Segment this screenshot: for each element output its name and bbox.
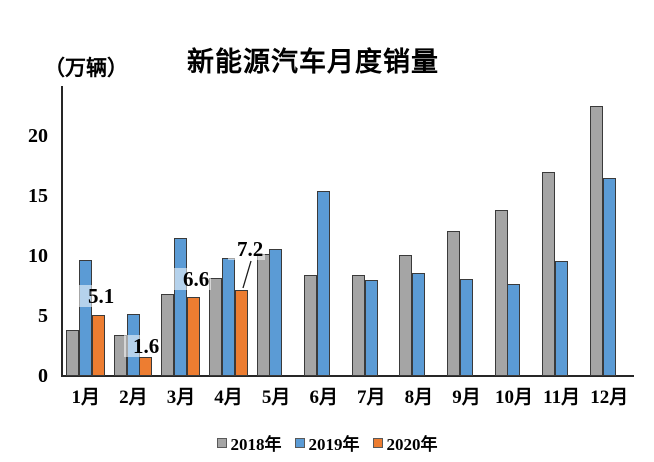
legend-swatch-icon (372, 437, 383, 448)
x-tick-label: 1月 (71, 387, 101, 408)
legend-item-2018年: 2018年 (216, 430, 282, 455)
data-label-2020-3月: 6.6 (174, 268, 212, 290)
legend-item-2020年: 2020年 (372, 430, 438, 455)
bar-2018年-7月 (352, 275, 365, 376)
legend: 2018年 2019年 2020年 (0, 430, 654, 455)
bar-2019年-10月 (507, 284, 520, 376)
x-tick-label: 9月 (452, 387, 481, 408)
bar-2020年-4月 (235, 290, 248, 376)
data-label-2020-1月: 5.1 (79, 285, 117, 307)
bar-2018年-11月 (542, 172, 555, 376)
x-tick-label: 3月 (166, 387, 196, 408)
x-tick-label: 10月 (495, 387, 534, 408)
x-tick-label: 8月 (404, 387, 434, 408)
bar-2018年-4月 (209, 278, 222, 376)
x-tick-label: 2月 (119, 387, 148, 408)
bar-2018年-6月 (304, 275, 317, 376)
legend-swatch-icon (294, 437, 305, 448)
bar-2020年-1月 (92, 315, 105, 376)
bar-2019年-9月 (460, 279, 473, 376)
legend-item-2019年: 2019年 (294, 430, 360, 455)
legend-label: 2020年 (386, 435, 438, 454)
data-label-2020-2月: 1.6 (124, 335, 162, 357)
bar-2019年-8月 (412, 273, 425, 376)
x-tick-label: 12月 (590, 387, 629, 408)
bar-2019年-3月 (174, 238, 187, 376)
y-axis-unit-label: （万辆） (44, 56, 128, 80)
bar-2018年-8月 (399, 255, 412, 376)
x-tick-label: 7月 (357, 387, 386, 408)
legend-swatch-icon (216, 437, 227, 448)
bar-2019年-12月 (603, 178, 616, 376)
bar-2018年-12月 (590, 106, 603, 376)
legend-label: 2019年 (308, 435, 360, 454)
chart-title: 新能源汽车月度销量 (187, 47, 439, 77)
x-axis-line (61, 375, 634, 377)
bar-2020年-3月 (187, 297, 200, 376)
bar-2019年-5月 (269, 249, 282, 376)
bar-2018年-9月 (447, 231, 460, 376)
y-tick-label: 15 (28, 185, 48, 207)
bar-2019年-1月 (79, 260, 92, 376)
bar-2019年-4月 (222, 258, 235, 376)
x-tick-label: 5月 (261, 387, 291, 408)
bar-2018年-3月 (161, 294, 174, 376)
y-axis-line (61, 86, 63, 376)
data-label-2020-4月: 7.2 (228, 238, 266, 260)
bar-2018年-1月 (66, 330, 79, 376)
y-tick-label: 5 (38, 305, 48, 327)
y-tick-label: 20 (28, 125, 48, 147)
bar-2019年-6月 (317, 191, 330, 376)
bar-2020年-2月 (139, 357, 152, 376)
y-tick-label: 10 (28, 245, 48, 267)
x-tick-label: 6月 (309, 387, 338, 408)
legend-label: 2018年 (230, 435, 282, 454)
bar-2019年-11月 (555, 261, 568, 376)
x-tick-label: 4月 (214, 387, 243, 408)
bar-2019年-7月 (365, 280, 378, 376)
x-tick-label: 11月 (543, 387, 581, 408)
y-tick-label: 0 (38, 365, 48, 387)
